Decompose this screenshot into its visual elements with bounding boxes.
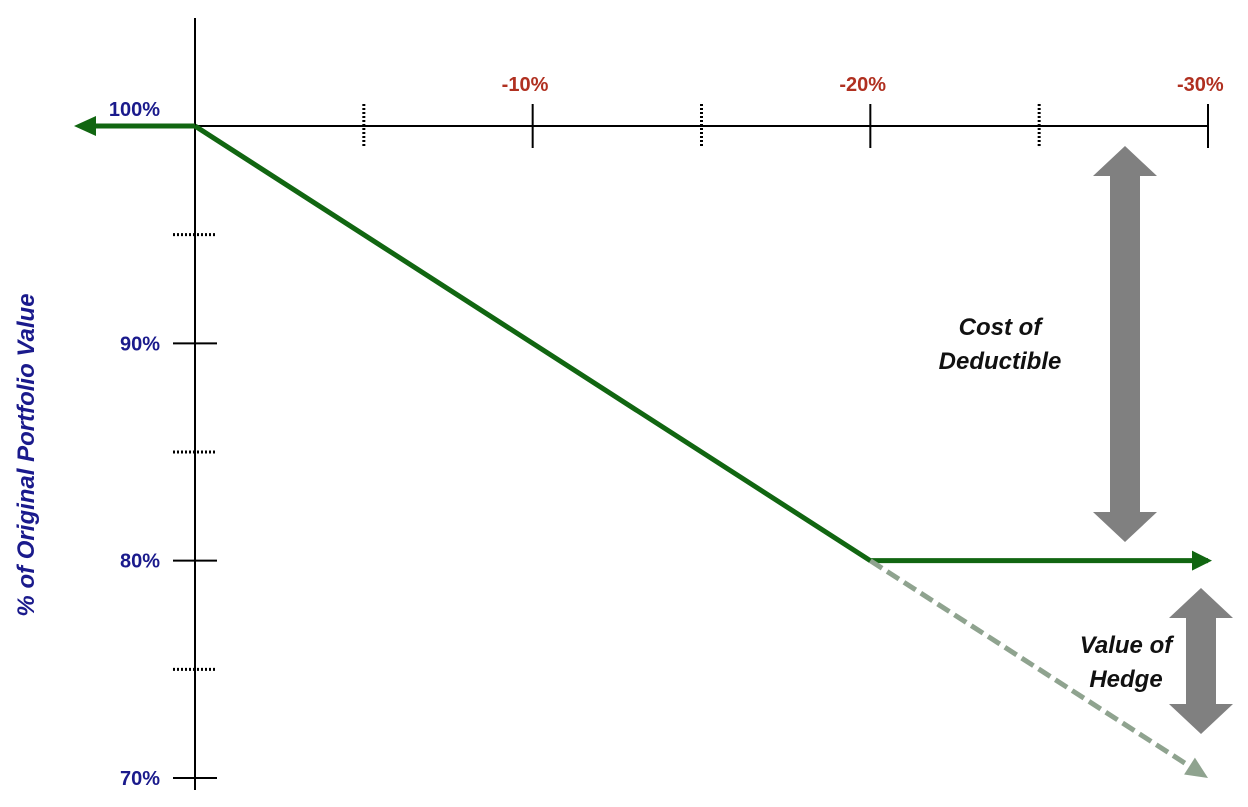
- series: [74, 116, 1212, 778]
- left-arrow-head: [74, 116, 96, 136]
- ticks: [173, 104, 1209, 779]
- cost-of-deductible-arrow: [1093, 146, 1157, 542]
- x-tick-label: -30%: [1177, 74, 1224, 96]
- hedged-line: [193, 123, 1208, 564]
- y-tick-label: 70%: [120, 768, 160, 790]
- labels: -10% -20% -30% 100% 90% 80% 70% % of Original P…: [13, 74, 1224, 790]
- unhedged-dashed-line: [868, 558, 1196, 772]
- value-of-hedge-arrow: [1169, 588, 1233, 734]
- y-tick-label: 80%: [120, 551, 160, 573]
- value-of-hedge-text: Value of: [1080, 632, 1174, 659]
- y-tick-label: 100%: [109, 99, 160, 121]
- hedged-arrow-head: [1192, 550, 1212, 571]
- unhedged-arrow-head: [1184, 757, 1208, 778]
- value-of-hedge-text: Hedge: [1089, 666, 1162, 693]
- cost-of-deductible-text: Deductible: [939, 348, 1062, 375]
- y-tick-label: 90%: [120, 333, 160, 355]
- cost-of-deductible-text: Cost of: [959, 314, 1044, 341]
- x-tick-label: -10%: [502, 74, 549, 96]
- annotations: Cost of Deductible Value of Hedge: [939, 146, 1233, 734]
- y-axis-label: % of Original Portfolio Value: [13, 293, 40, 616]
- x-tick-label: -20%: [839, 74, 886, 96]
